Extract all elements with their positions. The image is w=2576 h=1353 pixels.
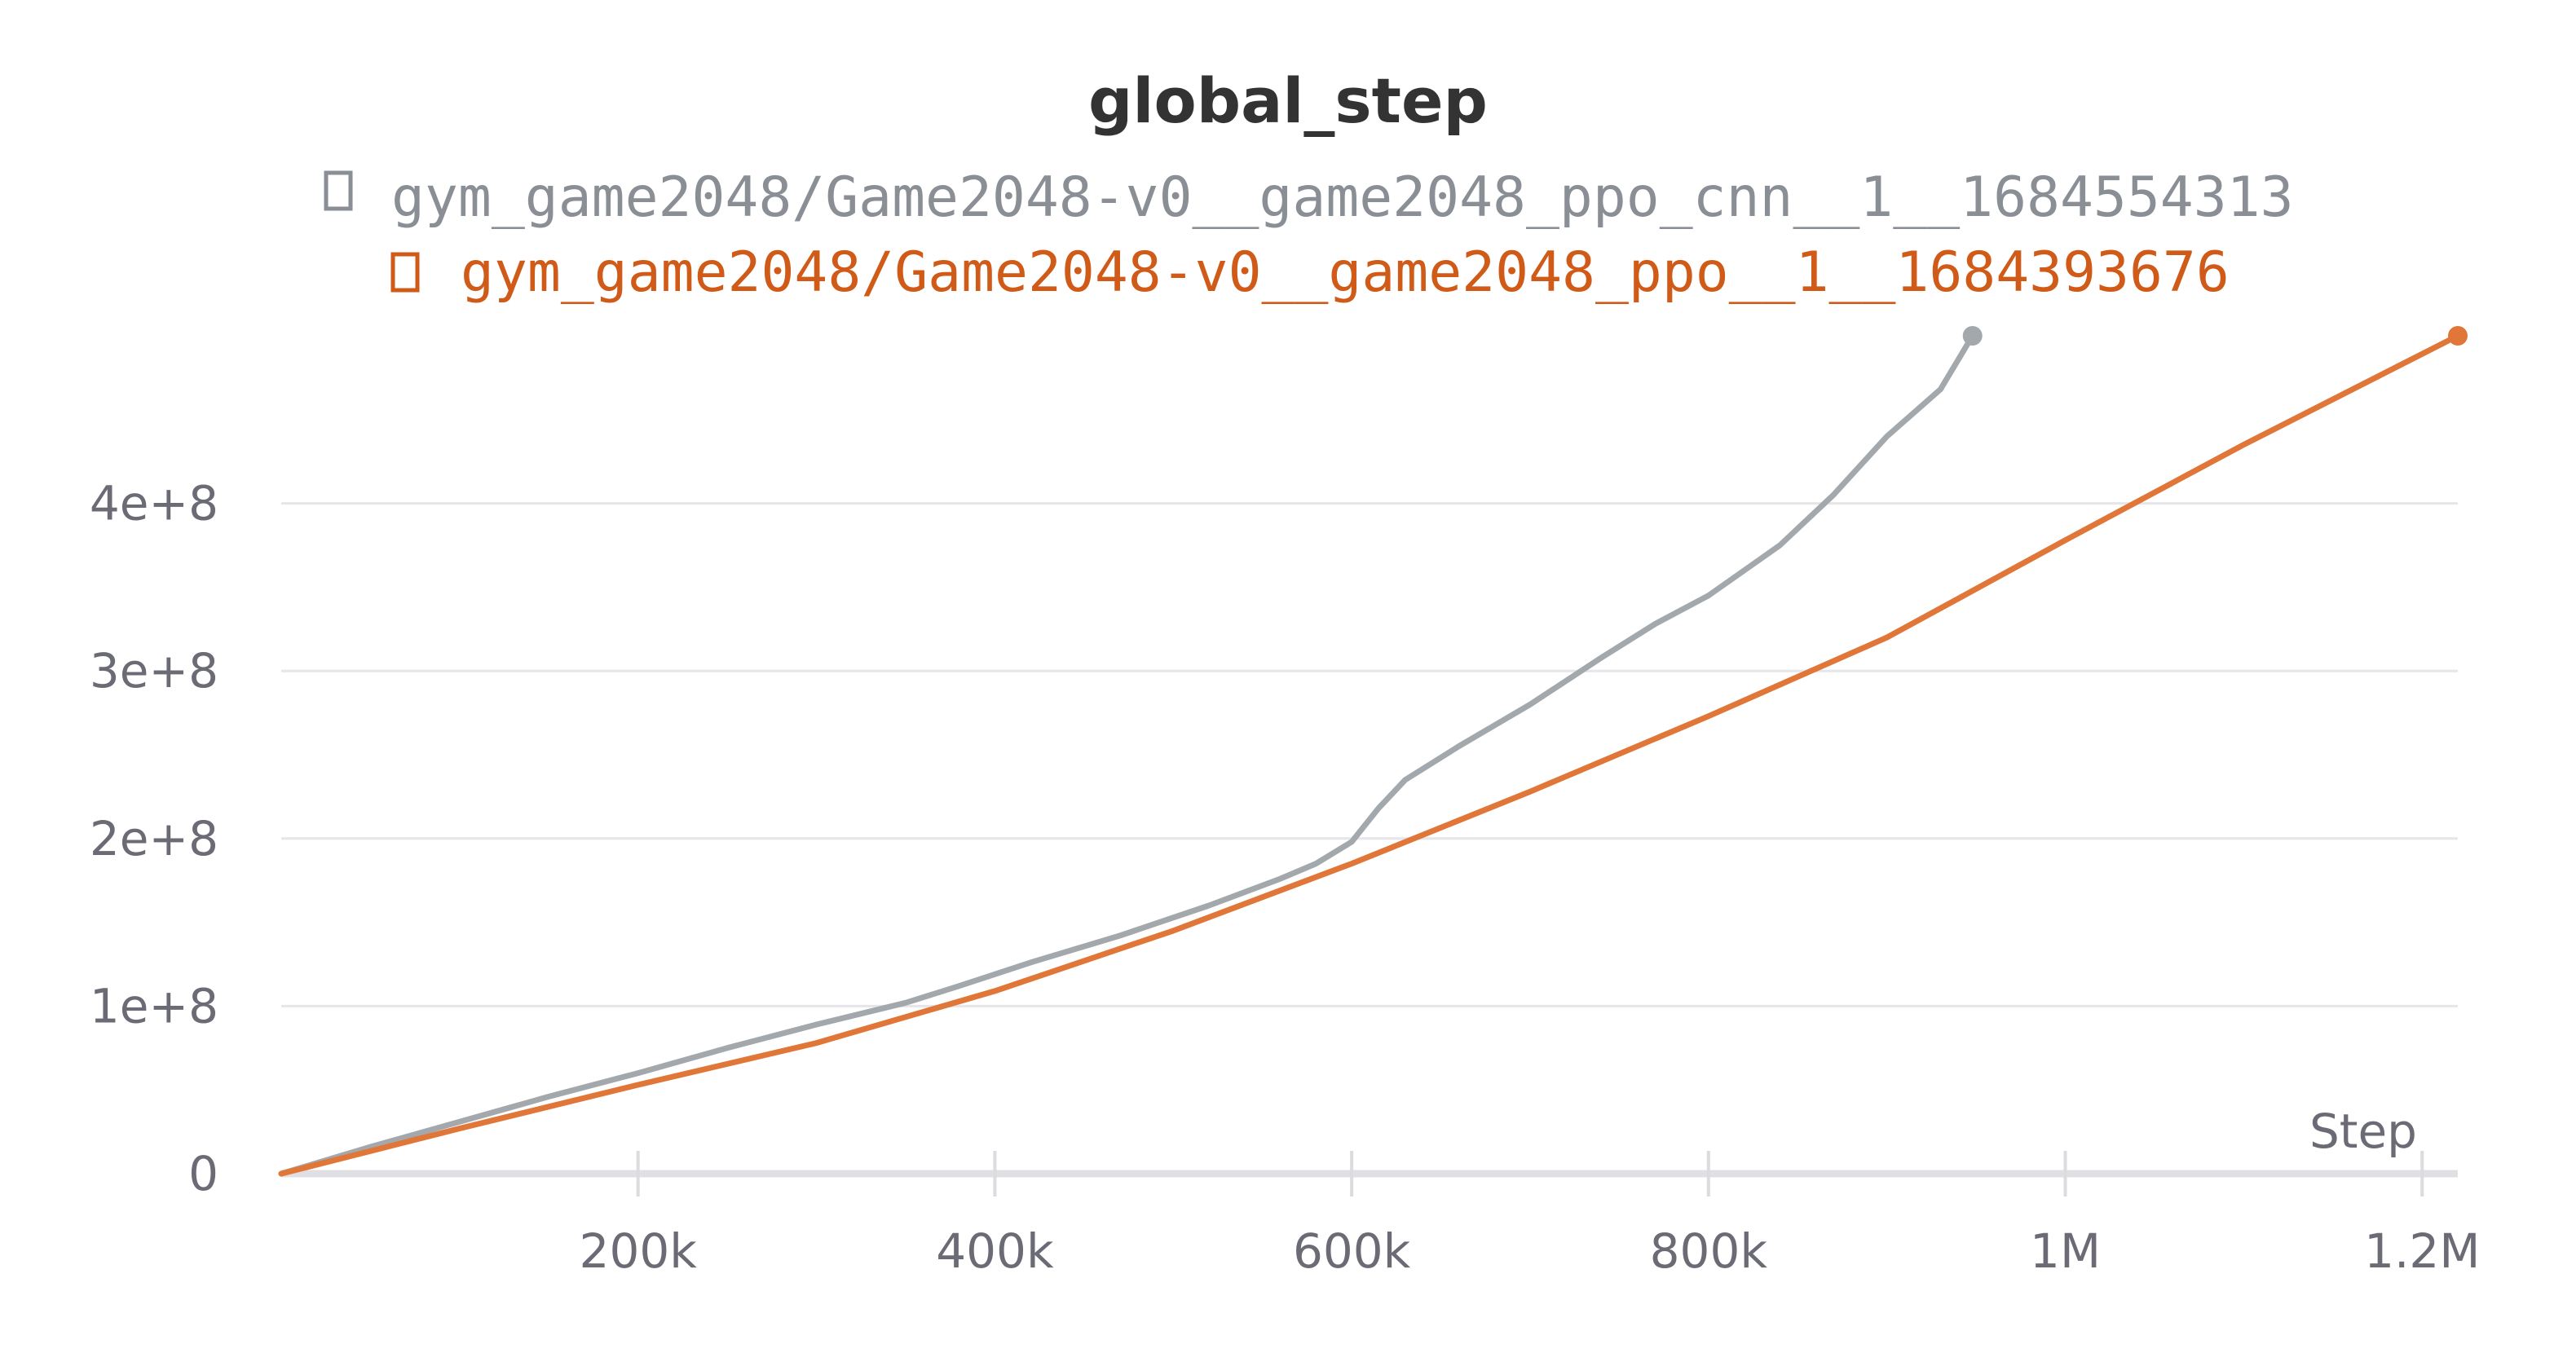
y-tick-label: 4e+8 — [90, 476, 218, 531]
y-tick-label: 1e+8 — [90, 978, 218, 1033]
x-tick-label: 400k — [936, 1223, 1054, 1279]
x-axis: 200k 400k 600k 800k 1M 1.2M — [281, 1151, 2480, 1279]
x-tick-label: 1M — [2030, 1223, 2101, 1279]
series-endpoint — [1962, 326, 1983, 346]
x-tick-label: 1.2M — [2364, 1223, 2480, 1279]
y-tick-label: 2e+8 — [90, 811, 218, 866]
x-tick-label: 800k — [1650, 1223, 1768, 1279]
x-tick-label: 200k — [580, 1223, 698, 1279]
legend-swatch-ppo — [390, 252, 420, 293]
y-tick-label: 0 — [188, 1146, 218, 1201]
legend-swatch-cnn — [324, 170, 353, 211]
series-layer — [278, 326, 2468, 1177]
legend-label-cnn: gym_game2048/Game2048-v0__game2048_ppo_c… — [391, 165, 2294, 230]
series-endpoint — [2448, 326, 2468, 346]
series-line — [278, 333, 2461, 1177]
x-axis-label: Step — [2309, 1104, 2417, 1159]
chart-title: global_step — [1088, 64, 1488, 137]
series-line — [278, 333, 1976, 1177]
legend: gym_game2048/Game2048-v0__game2048_ppo_c… — [324, 165, 2294, 305]
y-tick-label: 3e+8 — [90, 643, 218, 699]
legend-item-cnn[interactable]: gym_game2048/Game2048-v0__game2048_ppo_c… — [324, 165, 2294, 230]
grid — [281, 502, 2458, 1007]
legend-label-ppo: gym_game2048/Game2048-v0__game2048_ppo__… — [461, 240, 2230, 305]
legend-item-ppo[interactable]: gym_game2048/Game2048-v0__game2048_ppo__… — [390, 240, 2230, 305]
x-tick-label: 600k — [1293, 1223, 1411, 1279]
y-axis: 0 1e+8 2e+8 3e+8 4e+8 — [90, 476, 218, 1201]
